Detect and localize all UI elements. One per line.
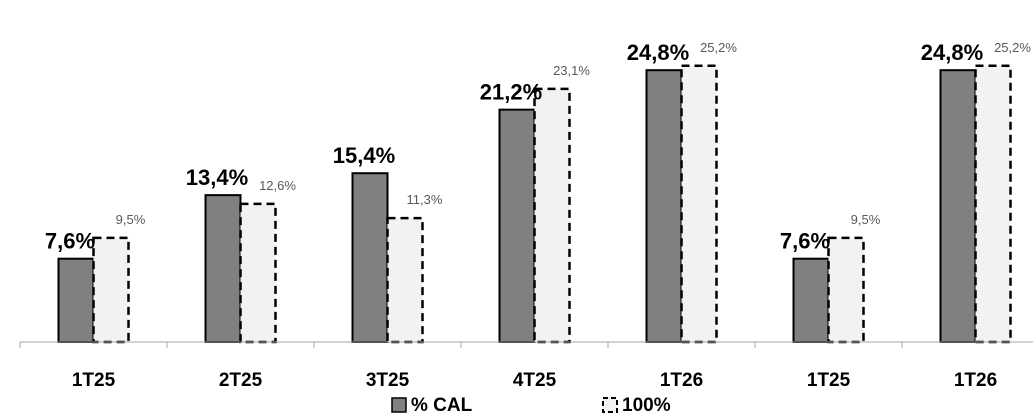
legend-swatch-100 bbox=[602, 397, 618, 413]
category-label: 1T26 bbox=[954, 370, 997, 391]
bar-100 bbox=[386, 216, 424, 344]
category-label: 2T25 bbox=[219, 370, 263, 391]
bar-100 bbox=[974, 64, 1012, 344]
category-label: 3T25 bbox=[366, 370, 410, 391]
bar-100 bbox=[533, 87, 571, 344]
data-label-100: 9,5% bbox=[851, 212, 881, 227]
bar-cal bbox=[204, 194, 242, 343]
x-axis-ticks bbox=[19, 342, 903, 348]
bar-cal bbox=[57, 257, 95, 344]
legend-label-cal: % CAL bbox=[411, 395, 473, 416]
bar-cal bbox=[351, 172, 389, 343]
data-label-cal: 7,6% bbox=[780, 229, 830, 254]
bar-100 bbox=[92, 236, 130, 344]
bar-cal bbox=[792, 257, 830, 344]
data-label-100: 25,2% bbox=[700, 40, 737, 55]
legend-label-100: 100% bbox=[622, 395, 671, 416]
data-label-100: 11,3% bbox=[407, 192, 443, 207]
data-label-100: 23,1% bbox=[553, 63, 590, 78]
data-label-100: 12,6% bbox=[259, 178, 296, 193]
bar-100 bbox=[827, 236, 865, 344]
data-label-cal: 13,4% bbox=[186, 165, 248, 190]
legend-swatch-cal bbox=[391, 397, 407, 413]
bar-cal bbox=[645, 69, 683, 344]
bar-100 bbox=[680, 64, 718, 344]
category-label: 1T25 bbox=[807, 370, 851, 391]
category-label: 4T25 bbox=[513, 370, 557, 391]
data-labels-layer: 7,6% 9,5% 13,4% 12,6% 15,4% 11,3% 21,2% 23,1% 24… bbox=[45, 40, 1031, 254]
bars-layer bbox=[57, 64, 1012, 344]
data-label-100: 9,5% bbox=[116, 212, 146, 227]
bar-100 bbox=[239, 202, 277, 344]
data-label-cal: 7,6% bbox=[45, 229, 95, 254]
data-label-cal: 21,2% bbox=[480, 80, 542, 105]
data-label-cal: 24,8% bbox=[921, 40, 983, 65]
bar-cal bbox=[939, 69, 977, 344]
category-label: 1T25 bbox=[72, 370, 116, 391]
category-label: 1T26 bbox=[660, 370, 703, 391]
bar-cal bbox=[498, 108, 536, 344]
data-label-cal: 24,8% bbox=[627, 40, 689, 65]
data-label-cal: 15,4% bbox=[333, 143, 395, 168]
legend: % CAL 100% bbox=[391, 395, 671, 416]
category-labels-layer: 1T25 2T25 3T25 4T25 1T26 1T25 1T26 bbox=[72, 370, 997, 391]
data-label-100: 25,2% bbox=[994, 40, 1031, 55]
